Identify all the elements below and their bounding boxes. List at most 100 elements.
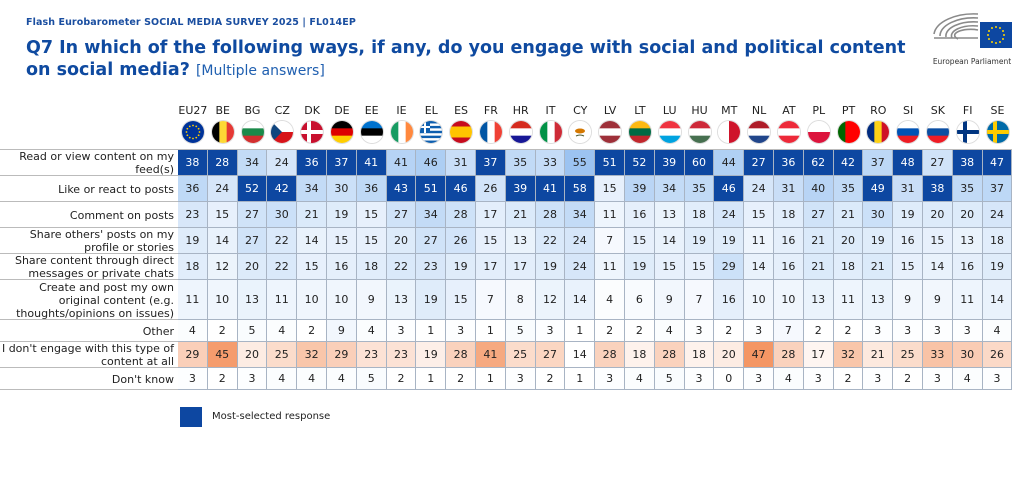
- cell-value: 24: [744, 176, 774, 202]
- cell-most-selected: 41: [356, 150, 387, 176]
- question-subtitle: [Multiple answers]: [195, 63, 325, 79]
- cell-value: 15: [923, 228, 953, 254]
- cell-most-selected: 28: [207, 150, 238, 176]
- flag-hr-icon: [509, 121, 532, 143]
- cell-value: 19: [982, 254, 1013, 280]
- cell-value: 55: [565, 150, 596, 176]
- cell-value: 14: [565, 342, 596, 368]
- cell-value: 9: [893, 280, 923, 320]
- cell-value: 16: [952, 254, 983, 280]
- flag-sk-icon: [926, 121, 949, 143]
- cell-value: 7: [476, 280, 506, 320]
- cell-value: 22: [267, 254, 298, 280]
- cell-value: 35: [952, 176, 983, 202]
- cell-value: 4: [595, 280, 625, 320]
- country-code-fi: FI: [962, 104, 973, 117]
- cell-value: 2: [714, 320, 745, 342]
- cell-value: 3: [744, 320, 774, 342]
- flag-de-icon: [330, 121, 353, 143]
- flag-ee-icon: [360, 121, 383, 143]
- row-label: I don't engage with this type of content…: [1, 342, 174, 368]
- cell-value: 14: [297, 228, 327, 254]
- cell-value: 4: [625, 368, 655, 390]
- cell-value: 1: [565, 320, 596, 342]
- flag-be-icon: [211, 121, 234, 143]
- cell-most-selected: 47: [982, 150, 1013, 176]
- cell-value: 9: [654, 280, 685, 320]
- cell-value: 20: [237, 254, 268, 280]
- cell-value: 29: [714, 254, 745, 280]
- cell-value: 27: [237, 228, 268, 254]
- cell-value: 3: [923, 320, 953, 342]
- flag-eu27-icon: [181, 121, 204, 143]
- cell-value: 17: [505, 254, 536, 280]
- cell-value: 27: [803, 202, 834, 228]
- row-divider: [0, 319, 178, 320]
- cell-value: 0: [714, 368, 745, 390]
- cell-value: 2: [625, 320, 655, 342]
- cell-value: 19: [893, 202, 923, 228]
- european-parliament-logo: European Parliament: [926, 8, 1018, 68]
- cell-value: 24: [982, 202, 1013, 228]
- cell-most-selected: 49: [863, 176, 894, 202]
- cell-value: 3: [237, 368, 268, 390]
- flag-cy-icon: [569, 121, 592, 143]
- cell-value: 18: [356, 254, 387, 280]
- country-code-si: SI: [902, 104, 914, 117]
- cell-value: 22: [386, 254, 417, 280]
- cell-value: 7: [595, 228, 625, 254]
- cell-value: 23: [356, 342, 387, 368]
- cell-value: 25: [505, 342, 536, 368]
- country-code-de: DE: [334, 104, 350, 117]
- cell-value: 20: [833, 228, 864, 254]
- cell-value: 35: [505, 150, 536, 176]
- cell-value: 19: [416, 342, 447, 368]
- country-code-se: SE: [990, 104, 1005, 117]
- cell-value: 2: [386, 368, 417, 390]
- row-label: Read or view content on my feed(s): [19, 150, 174, 176]
- cell-value: 3: [684, 368, 715, 390]
- cell-most-selected: 60: [684, 150, 715, 176]
- cell-value: 33: [535, 150, 566, 176]
- cell-value: 11: [595, 202, 625, 228]
- cell-value: 34: [297, 176, 327, 202]
- row-divider: [0, 389, 178, 390]
- row-label: Create and post my own original content …: [16, 280, 174, 320]
- country-code-lu: LU: [662, 104, 677, 117]
- cell-value: 28: [654, 342, 685, 368]
- cell-value: 9: [923, 280, 953, 320]
- cell-value: 1: [416, 320, 447, 342]
- cell-value: 13: [952, 228, 983, 254]
- flag-it-icon: [539, 121, 562, 143]
- cell-value: 23: [178, 202, 208, 228]
- cell-most-selected: 36: [774, 150, 804, 176]
- cell-most-selected: 37: [327, 150, 357, 176]
- cell-value: 1: [565, 368, 596, 390]
- cell-most-selected: 48: [893, 150, 923, 176]
- cell-value: 4: [178, 320, 208, 342]
- cell-value: 15: [327, 228, 357, 254]
- row-label: Other: [142, 324, 174, 338]
- cell-value: 27: [923, 150, 953, 176]
- cell-value: 22: [535, 228, 566, 254]
- cell-value: 3: [863, 368, 894, 390]
- cell-value: 15: [744, 202, 774, 228]
- country-code-pl: PL: [812, 104, 826, 117]
- cell-value: 14: [654, 228, 685, 254]
- country-code-ee: EE: [364, 104, 379, 117]
- logo-text: European Parliament: [932, 57, 1012, 66]
- cell-value: 19: [684, 228, 715, 254]
- cell-most-selected: 42: [833, 150, 864, 176]
- cell-value: 28: [446, 202, 476, 228]
- cell-value: 2: [595, 320, 625, 342]
- cell-value: 12: [535, 280, 566, 320]
- cell-value: 46: [416, 150, 447, 176]
- cell-value: 19: [327, 202, 357, 228]
- cell-value: 15: [356, 202, 387, 228]
- cell-value: 36: [356, 176, 387, 202]
- cell-value: 44: [714, 150, 745, 176]
- cell-value: 4: [267, 320, 298, 342]
- cell-value: 11: [744, 228, 774, 254]
- cell-value: 16: [327, 254, 357, 280]
- country-code-sk: SK: [930, 104, 945, 117]
